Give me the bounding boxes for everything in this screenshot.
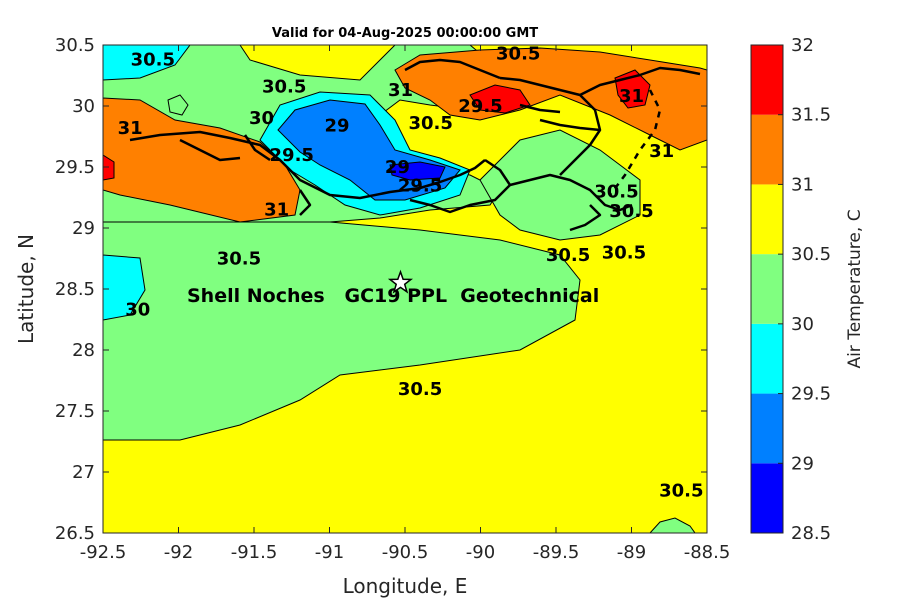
contour-label: 29 xyxy=(325,116,350,137)
x-tick-label: -88.5 xyxy=(684,542,731,563)
colorbar-tick-label: 29.5 xyxy=(791,384,831,405)
x-tick-label: -92.5 xyxy=(80,542,127,563)
y-tick-label: 30.5 xyxy=(55,35,95,56)
x-tick-label: -89 xyxy=(617,542,646,563)
contour-label: 31 xyxy=(388,80,413,101)
contour-label: 30.5 xyxy=(602,242,646,263)
x-tick-label: -91 xyxy=(315,542,344,563)
colorbar-label: Air Temperature, C xyxy=(845,209,865,368)
contour-label: 30.5 xyxy=(262,76,306,97)
contour-label: 30 xyxy=(249,108,274,129)
contour-fill-layer xyxy=(103,45,707,533)
y-tick-label: 30 xyxy=(72,96,95,117)
x-tick-label: -92 xyxy=(164,542,193,563)
site-marker-star-icon xyxy=(387,269,414,294)
colorbar-swatch xyxy=(751,254,783,324)
y-tick-label: 26.5 xyxy=(55,523,95,544)
contour-label: 30.5 xyxy=(217,249,261,270)
y-tick-label: 28 xyxy=(72,340,95,361)
x-tick-label: -90 xyxy=(466,542,495,563)
contour-label: 31 xyxy=(264,200,289,221)
contour-label: 30.5 xyxy=(594,181,638,202)
y-tick-label: 29 xyxy=(72,218,95,239)
contour-label: 31 xyxy=(619,86,644,107)
y-tick-label: 29.5 xyxy=(55,157,95,178)
y-tick-label: 27.5 xyxy=(55,401,95,422)
contour-label: 31 xyxy=(649,141,674,162)
contour-label: 29.5 xyxy=(270,145,314,166)
colorbar-swatch xyxy=(751,463,783,533)
contour-label: 30.5 xyxy=(398,379,442,400)
colorbar-tick-label: 30 xyxy=(791,314,814,335)
region-30-to-30-5-southeast xyxy=(649,517,696,533)
x-tick-label: -90.5 xyxy=(382,542,429,563)
contour-label: 29.5 xyxy=(458,96,502,117)
colorbar-swatch xyxy=(751,184,783,255)
colorbar: 28.5 29 29.5 30 30.5 31 31.5 32 xyxy=(750,35,831,544)
contour-label: 31 xyxy=(118,118,143,139)
y-tick-label: 27 xyxy=(72,462,95,483)
region-28-5-to-29 xyxy=(389,161,446,181)
colorbar-swatch xyxy=(751,114,783,185)
colorbar-tick-label: 32 xyxy=(791,35,814,56)
contour-label: 30.5 xyxy=(609,201,653,222)
colorbar-tick-label: 28.5 xyxy=(791,523,831,544)
contour-label: 30.5 xyxy=(408,113,452,134)
colorbar-tick-label: 29 xyxy=(791,453,814,474)
coastline xyxy=(129,58,701,232)
contour-label: 30.5 xyxy=(659,480,703,501)
x-tick-label: -91.5 xyxy=(231,542,278,563)
colorbar-tick-label: 31 xyxy=(791,174,814,195)
contour-label: 30.5 xyxy=(496,44,540,65)
contour-label: 30.5 xyxy=(131,50,175,71)
region-29-5-to-30-north xyxy=(103,45,191,81)
colorbar-tick-label: 31.5 xyxy=(791,105,831,126)
colorbar-swatch xyxy=(751,45,783,115)
colorbar-tick-label: 30.5 xyxy=(791,244,831,265)
contour-label: 29 xyxy=(385,157,410,178)
coastline-dashed xyxy=(609,89,662,196)
chart-title: Valid for 04-Aug-2025 00:00:00 GMT xyxy=(272,26,538,41)
x-tick-label: -89.5 xyxy=(533,542,580,563)
region-30-to-30-5-south xyxy=(103,221,581,441)
star-marker xyxy=(387,269,414,294)
y-axis-label: Latitude, N xyxy=(14,234,38,344)
contour-label: 30 xyxy=(125,300,150,321)
region-31-5-to-32-east-1 xyxy=(469,84,531,114)
x-axis-label: Longitude, E xyxy=(343,574,468,598)
contour-label: 30.5 xyxy=(546,245,590,266)
colorbar-swatch xyxy=(751,393,783,464)
colorbar-swatch xyxy=(751,323,783,394)
y-tick-label: 28.5 xyxy=(55,279,95,300)
region-29-5-to-30-west xyxy=(103,254,146,321)
x-axis: -92.5 -92 -91.5 -91 -90.5 -90 -89.5 -89 -88.5 xyxy=(80,45,731,563)
region-30-to-30-5-delta xyxy=(479,129,641,241)
site-annotation: Shell Noches GC19 PPL Geotechnical xyxy=(187,285,599,307)
region-30-to-30-5-blob xyxy=(167,94,189,116)
colorbar-frame xyxy=(750,44,784,534)
contour-label: 29.5 xyxy=(398,175,442,196)
